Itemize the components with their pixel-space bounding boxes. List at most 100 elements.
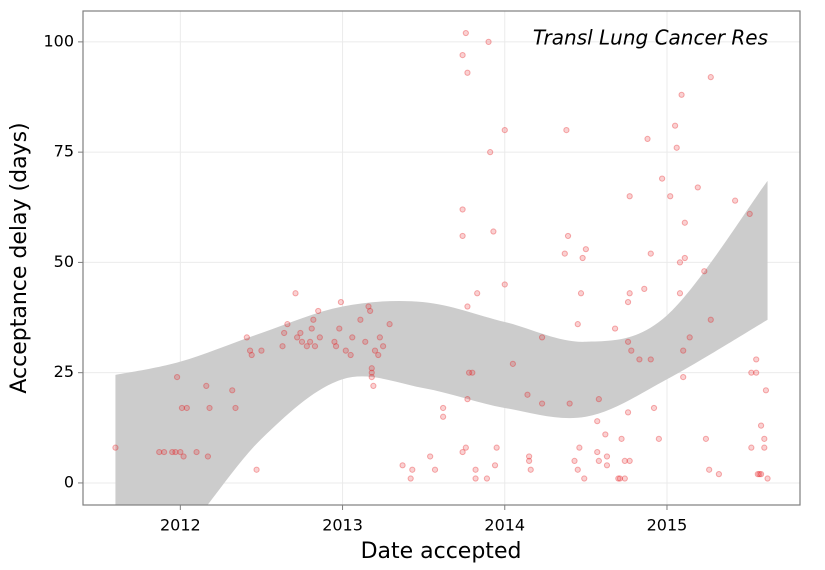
x-tick-label: 2012 [160, 516, 201, 535]
data-point [579, 254, 586, 262]
data-point [178, 404, 186, 412]
data-point [347, 351, 354, 359]
data-point [680, 373, 687, 381]
data-point [644, 135, 651, 143]
y-axis-title: Acceptance delay (days) [7, 122, 32, 393]
data-point [566, 400, 573, 407]
data-point [678, 91, 685, 98]
data-point [746, 210, 753, 217]
band-layer [115, 180, 768, 505]
data-point [342, 347, 349, 354]
data-point [655, 435, 662, 442]
data-point [761, 444, 768, 451]
data-point [681, 219, 688, 226]
data-point [284, 321, 291, 328]
data-point [368, 369, 375, 376]
data-point [371, 347, 379, 354]
data-point [368, 365, 375, 372]
data-point [762, 387, 770, 394]
data-point [624, 409, 632, 416]
data-point [459, 206, 466, 213]
plot-border [82, 10, 801, 506]
data-point [707, 316, 714, 323]
data-point [603, 462, 611, 469]
data-point [472, 466, 479, 473]
data-point [180, 453, 187, 460]
data-point [621, 475, 628, 482]
data-point [203, 382, 210, 390]
data-point [368, 373, 375, 381]
data-point [618, 435, 625, 442]
x-axis-title: Date accepted [361, 539, 522, 564]
data-point [595, 457, 602, 464]
data-point [161, 448, 168, 456]
data-point [386, 321, 393, 328]
ticks: 0 25 50 75 100 2012 2013 2014 2015 [43, 31, 687, 534]
points-layer [112, 29, 771, 482]
data-point [464, 303, 471, 310]
data-point [362, 338, 369, 345]
data-point [315, 307, 322, 315]
data-point [407, 475, 414, 482]
data-point [183, 404, 190, 412]
data-point [243, 334, 250, 341]
x-tick-label: 2015 [647, 516, 688, 535]
data-point [399, 462, 406, 469]
data-point [472, 475, 479, 482]
data-point [204, 453, 212, 460]
data-point [626, 457, 633, 464]
data-point [611, 325, 619, 332]
data-point [748, 369, 755, 376]
data-point [206, 404, 213, 412]
data-point [311, 343, 319, 350]
data-point [292, 290, 299, 297]
y-tick-label: 0 [64, 472, 74, 491]
data-point [469, 369, 476, 376]
data-point [603, 453, 611, 460]
data-point [248, 351, 255, 359]
data-point [581, 475, 588, 482]
data-point [681, 254, 688, 262]
data-point [337, 299, 345, 306]
data-point [707, 74, 714, 81]
data-point [748, 444, 755, 451]
data-point [701, 268, 708, 275]
data-point [307, 338, 314, 345]
data-point [636, 356, 643, 363]
data-point [673, 144, 680, 151]
data-point [483, 475, 491, 482]
data-point [680, 347, 687, 354]
data-point [331, 338, 338, 345]
data-point [427, 453, 434, 460]
data-point [487, 149, 494, 156]
data-point [676, 290, 684, 297]
data-point [694, 184, 701, 191]
data-point [336, 325, 343, 332]
data-point [628, 347, 635, 354]
data-point [527, 466, 534, 473]
data-point [501, 126, 508, 134]
data-point [595, 396, 602, 403]
data-point [367, 307, 374, 315]
data-point [310, 316, 317, 323]
data-point [169, 448, 176, 456]
data-point [440, 413, 447, 420]
data-point [258, 347, 265, 354]
data-point [564, 232, 572, 240]
data-point [459, 232, 466, 240]
data-point [462, 29, 469, 37]
data-point [647, 250, 654, 257]
data-point [370, 382, 377, 390]
data-point [754, 471, 761, 478]
data-point [686, 334, 693, 341]
data-point [485, 38, 492, 45]
data-point [594, 418, 601, 425]
data-point [616, 475, 624, 482]
data-point [279, 343, 286, 350]
data-point [574, 321, 581, 328]
data-point [757, 422, 765, 429]
data-point [409, 466, 416, 473]
data-point [493, 444, 500, 451]
data-point [474, 290, 481, 297]
data-point [294, 334, 301, 341]
